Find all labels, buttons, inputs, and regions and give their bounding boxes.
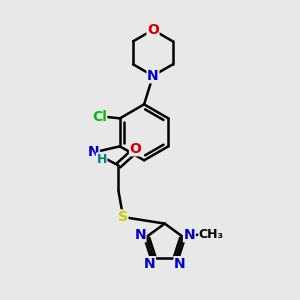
Text: O: O [130,142,141,156]
Text: N: N [134,228,146,242]
Text: N: N [174,257,186,271]
Text: N: N [144,257,155,271]
Text: CH₃: CH₃ [199,228,224,241]
Text: H: H [96,153,107,166]
Text: N: N [147,69,159,83]
Text: Cl: Cl [92,110,107,124]
Text: S: S [118,210,128,224]
Text: O: O [147,23,159,37]
Text: N: N [184,228,195,242]
Text: N: N [88,145,99,159]
